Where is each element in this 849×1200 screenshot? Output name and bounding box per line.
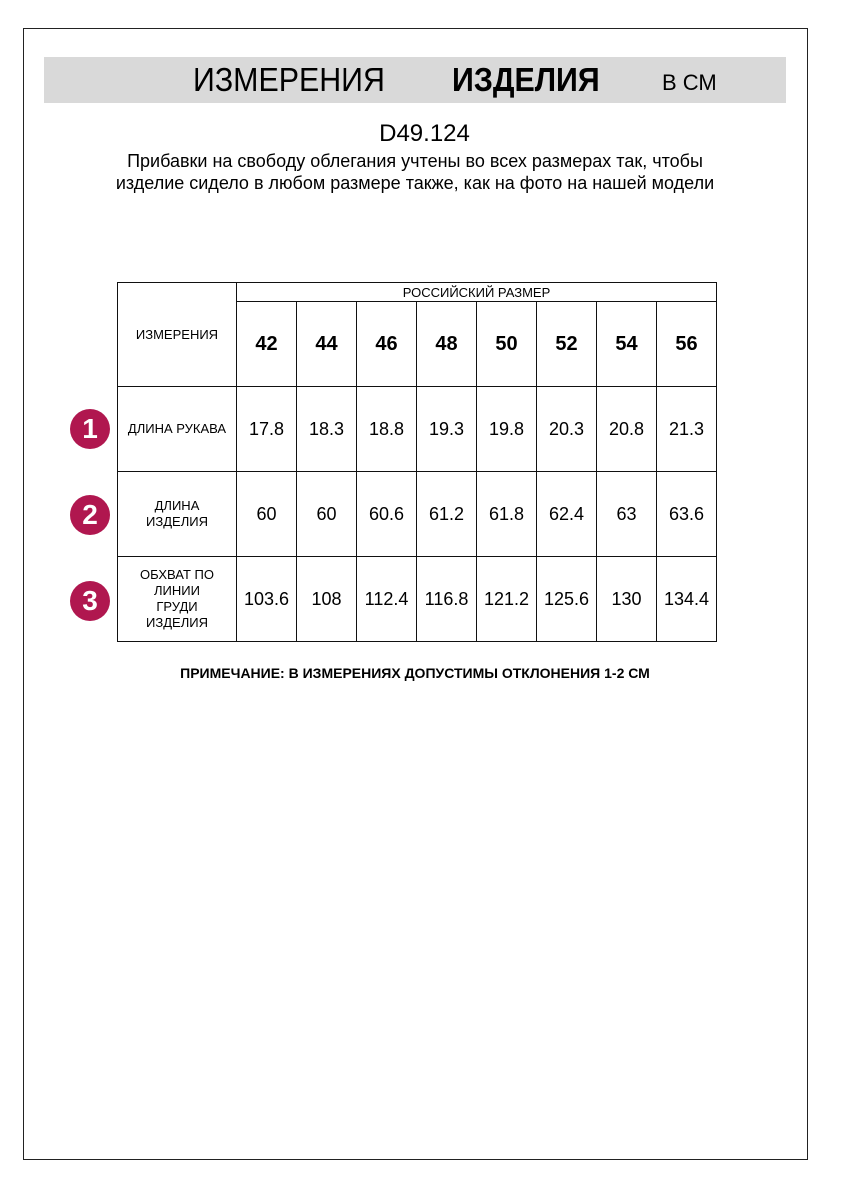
row-number-badge: 1 (70, 409, 110, 449)
measure-value: 19.8 (476, 386, 537, 472)
measure-value: 125.6 (536, 556, 597, 642)
measure-value: 63 (596, 471, 657, 557)
measure-value: 60 (296, 471, 357, 557)
measure-value: 108 (296, 556, 357, 642)
measure-value: 19.3 (416, 386, 477, 472)
measure-value: 21.3 (656, 386, 717, 472)
product-code: D49.124 (379, 120, 470, 147)
page-frame (23, 28, 808, 1160)
measure-value: 18.3 (296, 386, 357, 472)
size-group-header: РОССИЙСКИЙ РАЗМЕР (236, 282, 717, 302)
size-header: 54 (596, 301, 657, 387)
measure-value: 130 (596, 556, 657, 642)
size-header: 44 (296, 301, 357, 387)
size-header: 42 (236, 301, 297, 387)
measure-header: ИЗМЕРЕНИЯ (117, 282, 237, 387)
measure-value: 61.8 (476, 471, 537, 557)
measure-value: 121.2 (476, 556, 537, 642)
measure-value: 17.8 (236, 386, 297, 472)
note: ПРИМЕЧАНИЕ: В ИЗМЕРЕНИЯХ ДОПУСТИМЫ ОТКЛО… (180, 665, 650, 681)
table-row: ДЛИНА РУКАВА 17.8 18.3 18.8 19.3 19.8 20.3 20.8… (117, 386, 717, 472)
measure-value: 116.8 (416, 556, 477, 642)
measure-label: ОБХВАТ ПО ЛИНИИ ГРУДИ ИЗДЕЛИЯ (117, 556, 237, 642)
size-table: ИЗМЕРЕНИЯ РОССИЙСКИЙ РАЗМЕР 42 44 46 48 50 52… (117, 282, 717, 642)
measure-label: ДЛИНА ИЗДЕЛИЯ (117, 471, 237, 557)
measure-value: 62.4 (536, 471, 597, 557)
title-unit: В СМ (662, 70, 717, 95)
title-bold: ИЗДЕЛИЯ (452, 61, 600, 98)
measure-value: 112.4 (356, 556, 417, 642)
row-number-badge: 2 (70, 495, 110, 535)
measure-value: 61.2 (416, 471, 477, 557)
measure-label: ДЛИНА РУКАВА (117, 386, 237, 472)
measure-value: 18.8 (356, 386, 417, 472)
description: Прибавки на свободу облегания учтены во … (115, 151, 715, 193)
measure-value: 63.6 (656, 471, 717, 557)
size-header: 50 (476, 301, 537, 387)
measure-value: 20.3 (536, 386, 597, 472)
size-header: 48 (416, 301, 477, 387)
size-header: 56 (656, 301, 717, 387)
measure-value: 103.6 (236, 556, 297, 642)
table-row: ОБХВАТ ПО ЛИНИИ ГРУДИ ИЗДЕЛИЯ 103.6 108 112… (117, 556, 717, 642)
title-regular: ИЗМЕРЕНИЯ (193, 61, 385, 98)
row-number-badge: 3 (70, 581, 110, 621)
measure-value: 60 (236, 471, 297, 557)
measure-value: 20.8 (596, 386, 657, 472)
table-row: ДЛИНА ИЗДЕЛИЯ 60 60 60.6 61.2 61.8 62.4 63 63.6 (117, 471, 717, 557)
size-header: 46 (356, 301, 417, 387)
measure-value: 60.6 (356, 471, 417, 557)
measure-value: 134.4 (656, 556, 717, 642)
title-bar (44, 57, 786, 103)
size-header: 52 (536, 301, 597, 387)
